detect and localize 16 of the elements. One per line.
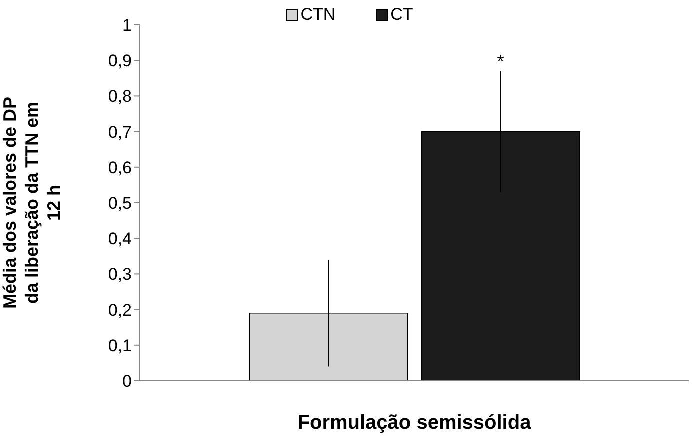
legend-label: CTN <box>300 5 336 25</box>
y-tick-label: 0,1 <box>108 336 132 356</box>
x-axis-title: Formulação semissólida <box>298 412 532 434</box>
legend-label: CT <box>390 5 414 25</box>
y-tick-label: 0,8 <box>108 87 132 106</box>
y-tick-label: 0,4 <box>108 230 132 249</box>
annotation: * <box>497 51 504 72</box>
y-tick-label: 0 <box>122 372 132 392</box>
y-tick-label: 0,7 <box>108 122 132 142</box>
y-tick-label: 0,9 <box>108 52 132 71</box>
y-tick-label: 0,2 <box>108 300 132 320</box>
y-tick-label: 0,3 <box>108 265 132 284</box>
y-tick-label: 0,5 <box>108 194 132 214</box>
y-axis-title: Média dos valores de DP da liberação da TTN em 12 h <box>0 96 64 310</box>
y-tick-label: 1 <box>122 16 132 36</box>
y-tick-label: 0,6 <box>108 158 132 178</box>
